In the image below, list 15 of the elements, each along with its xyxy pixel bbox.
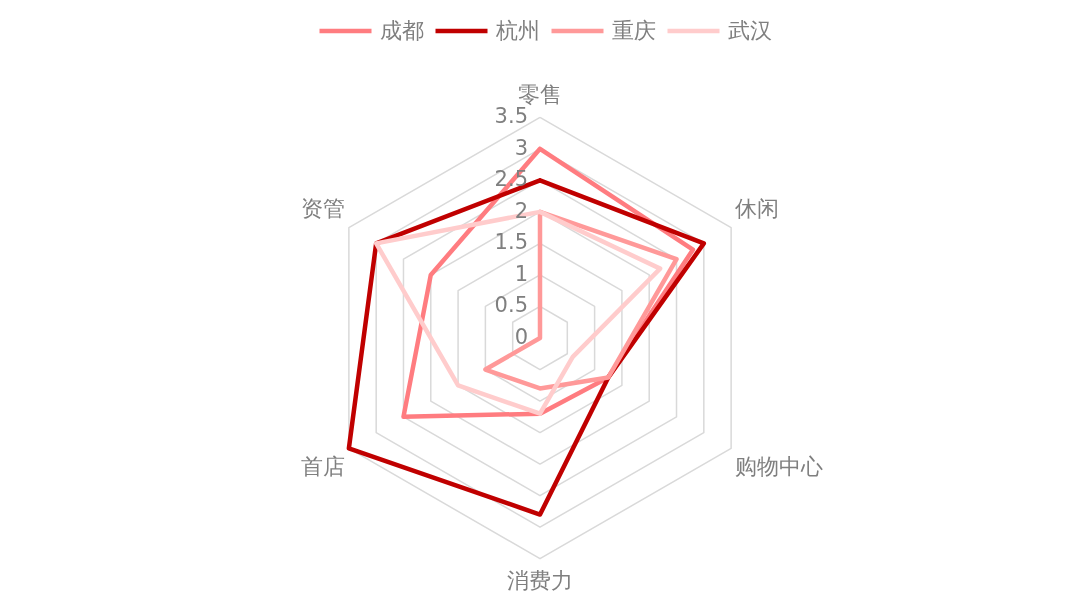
- y-tick-label: 1.5: [494, 230, 528, 255]
- legend-label: 成都: [380, 18, 424, 44]
- spoke-label: 资管: [300, 196, 345, 222]
- y-tick-label: 3: [514, 135, 528, 160]
- y-tick-label: 0.5: [494, 293, 528, 318]
- legend-label: 武汉: [728, 18, 772, 44]
- spoke-label: 首店: [300, 453, 345, 479]
- legend-label: 杭州: [495, 18, 540, 44]
- spoke-label: 消费力: [507, 567, 573, 593]
- y-tick-label: 2: [514, 198, 528, 223]
- y-tick-label: 0: [514, 325, 528, 349]
- spoke-label: 购物中心: [735, 453, 824, 479]
- y-tick-label: 1: [514, 261, 528, 286]
- legend-label: 重庆: [612, 18, 656, 44]
- spoke-label: 休闲: [735, 196, 780, 222]
